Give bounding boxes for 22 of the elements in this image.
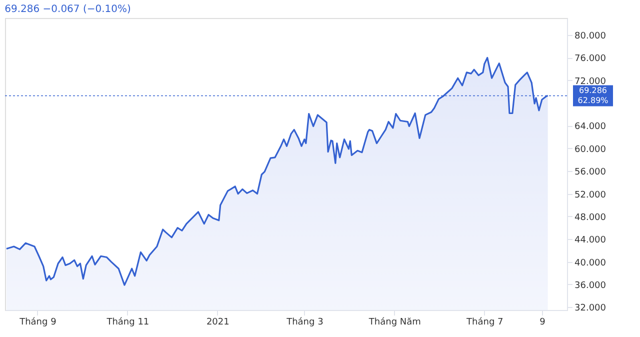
x-tick-label: 9 <box>540 318 546 328</box>
x-tick-label: Tháng 7 <box>466 316 504 328</box>
y-tick-label: 80.000 <box>574 32 606 42</box>
y-tick-label: 32.000 <box>574 304 606 314</box>
x-tick-label: Tháng Năm <box>368 316 421 328</box>
ref-line-label: 69.286 <box>579 86 607 95</box>
y-tick-label: 44.000 <box>574 236 606 246</box>
y-tick-label: 40.000 <box>574 258 606 268</box>
text: 62.89% <box>578 96 609 105</box>
y-tick-label: 76.000 <box>574 54 606 64</box>
y-tick-label: 60.000 <box>574 144 606 155</box>
x-tick-label: Tháng 3 <box>286 316 324 328</box>
y-tick-label: 72.000 <box>574 76 606 87</box>
y-tick-label: 64.000 <box>574 122 606 132</box>
chart-title: 69.286 −0.067 (−0.10%) <box>4 4 131 15</box>
y-tick-label: 52.000 <box>574 190 606 200</box>
x-tick-label: Tháng 9 <box>18 316 57 328</box>
x-tick-label: Tháng 11 <box>106 316 150 328</box>
x-tick-label: 2021 <box>206 318 230 328</box>
y-tick-label: 56.000 <box>574 168 606 178</box>
y-tick-label: 36.000 <box>574 280 606 291</box>
y-tick-label: 48.000 <box>574 212 606 223</box>
